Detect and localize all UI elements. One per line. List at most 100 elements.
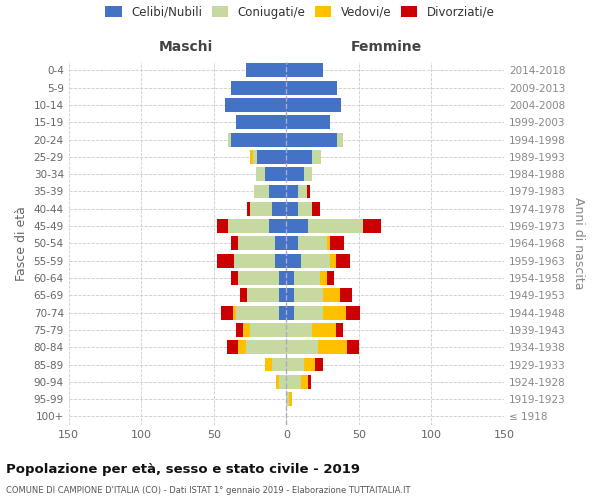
Bar (286, 64, 323, 78)
Bar (286, 271, 293, 285)
Bar (231, 236, 286, 250)
Bar (286, 132, 343, 146)
Y-axis label: Fasce di età: Fasce di età (15, 206, 28, 281)
Text: Popolazione per età, sesso e stato civile - 2019: Popolazione per età, sesso e stato civil… (6, 462, 360, 475)
Text: Maschi: Maschi (159, 40, 214, 54)
Bar (276, 375, 286, 389)
Bar (286, 358, 323, 372)
Bar (286, 150, 321, 164)
Bar (286, 132, 343, 146)
Bar (286, 254, 335, 268)
Bar (269, 219, 286, 233)
Legend: Celibi/Nubili, Coniugati/e, Vedovi/e, Divorziati/e: Celibi/Nubili, Coniugati/e, Vedovi/e, Di… (100, 1, 500, 24)
Bar (286, 375, 308, 389)
Bar (226, 98, 286, 112)
Bar (265, 358, 286, 372)
Bar (286, 323, 335, 337)
Bar (286, 150, 321, 164)
Bar (286, 168, 313, 181)
Bar (247, 202, 286, 215)
Bar (286, 202, 320, 215)
Bar (286, 168, 313, 181)
Bar (238, 236, 286, 250)
Bar (245, 64, 286, 78)
Bar (279, 375, 286, 389)
Bar (275, 236, 286, 250)
Bar (250, 150, 286, 164)
Bar (286, 392, 289, 406)
Bar (247, 288, 286, 302)
Bar (245, 64, 286, 78)
Bar (286, 168, 304, 181)
Bar (254, 184, 286, 198)
Bar (238, 271, 286, 285)
Bar (286, 80, 337, 94)
Bar (286, 375, 311, 389)
Bar (227, 340, 286, 354)
Bar (269, 184, 286, 198)
Bar (238, 236, 286, 250)
Bar (286, 64, 323, 78)
Bar (256, 168, 286, 181)
Bar (236, 116, 286, 129)
Bar (279, 288, 286, 302)
Bar (250, 150, 286, 164)
Bar (226, 98, 286, 112)
Bar (286, 98, 341, 112)
Bar (228, 219, 286, 233)
Bar (286, 116, 330, 129)
Bar (286, 184, 307, 198)
Bar (286, 254, 330, 268)
Bar (236, 116, 286, 129)
Bar (217, 219, 286, 233)
Bar (254, 184, 286, 198)
Bar (286, 64, 323, 78)
Bar (286, 288, 340, 302)
Bar (254, 184, 286, 198)
Bar (245, 64, 286, 78)
Text: COMUNE DI CAMPIONE D'ITALIA (CO) - Dati ISTAT 1° gennaio 2019 - Elaborazione TUT: COMUNE DI CAMPIONE D'ITALIA (CO) - Dati … (6, 486, 410, 495)
Bar (286, 80, 337, 94)
Bar (231, 80, 286, 94)
Bar (279, 306, 286, 320)
Bar (240, 288, 286, 302)
Bar (231, 271, 286, 285)
Bar (276, 375, 286, 389)
Bar (257, 150, 286, 164)
Bar (286, 184, 310, 198)
Bar (286, 202, 298, 215)
Bar (272, 358, 286, 372)
Bar (228, 132, 286, 146)
Bar (231, 80, 286, 94)
Bar (226, 98, 286, 112)
Bar (265, 358, 286, 372)
Bar (231, 80, 286, 94)
Bar (236, 116, 286, 129)
Bar (286, 340, 359, 354)
Bar (253, 150, 286, 164)
Bar (286, 219, 363, 233)
Bar (286, 236, 330, 250)
Bar (286, 306, 346, 320)
Bar (286, 132, 337, 146)
Bar (286, 150, 321, 164)
Bar (275, 254, 286, 268)
Bar (221, 306, 286, 320)
Bar (286, 219, 363, 233)
Bar (272, 202, 286, 215)
Bar (233, 306, 286, 320)
Bar (286, 184, 307, 198)
Bar (286, 340, 347, 354)
Bar (286, 254, 301, 268)
Bar (231, 80, 286, 94)
Bar (286, 236, 327, 250)
Bar (226, 98, 286, 112)
Bar (250, 202, 286, 215)
Bar (247, 288, 286, 302)
Y-axis label: Anni di nascita: Anni di nascita (572, 197, 585, 290)
Bar (286, 236, 344, 250)
Bar (286, 64, 323, 78)
Bar (286, 150, 313, 164)
Bar (217, 254, 286, 268)
Bar (236, 306, 286, 320)
